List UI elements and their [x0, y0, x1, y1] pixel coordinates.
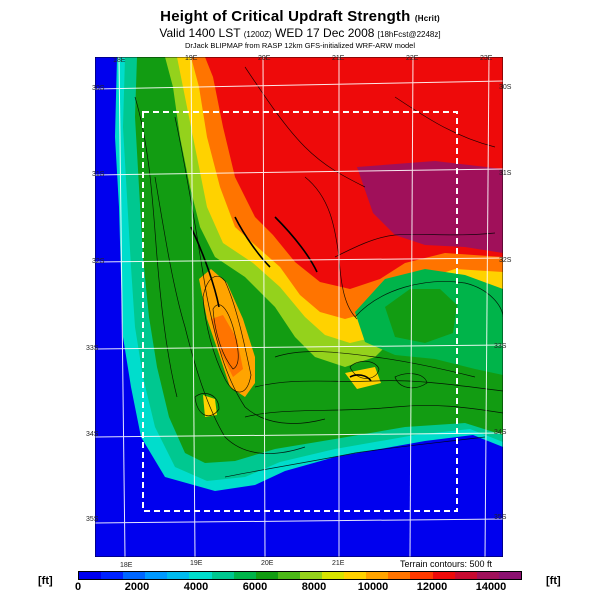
- valid-run: [18hFcst@2248z]: [377, 30, 441, 39]
- colorbar-unit-right: [ft]: [546, 575, 561, 587]
- lat-lon-grid: [95, 57, 503, 557]
- lat-label: 30S: [92, 85, 105, 92]
- valid-utc: (1200Z): [243, 30, 272, 39]
- colorbar-swatch: [299, 572, 323, 579]
- colorbar-tick: 6000: [242, 581, 268, 593]
- lon-label: 18E: [113, 57, 126, 64]
- valid-label: Valid 1400 LST: [159, 26, 241, 40]
- lon-label: 21E: [332, 560, 345, 567]
- colorbar-swatch: [123, 572, 146, 579]
- colorbar-swatch: [388, 572, 411, 579]
- lon-label: 19E: [190, 560, 203, 567]
- colorbar-swatch: [101, 572, 124, 579]
- colorbar-tick: 0: [74, 581, 82, 593]
- colorbar-unit-left: [ft]: [38, 575, 53, 587]
- lat-label: 32S: [92, 258, 105, 265]
- colorbar-tick: 12000: [416, 581, 448, 593]
- map-subtitle: DrJack BLIPMAP from RASP 12km GFS-initia…: [184, 41, 416, 50]
- colorbar-swatch: [189, 572, 212, 579]
- lon-label: 21E: [332, 55, 345, 62]
- lat-label: 32S: [499, 257, 512, 264]
- colorbar-tick: 2000: [124, 581, 150, 593]
- contour-note: Terrain contours: 500 ft: [400, 559, 493, 569]
- lon-label: 23E: [480, 55, 493, 62]
- lon-label: 20E: [261, 560, 274, 567]
- forecast-map: [95, 57, 503, 557]
- colorbar-swatch: [410, 572, 433, 579]
- colorbar-swatch: [167, 572, 190, 579]
- colorbar: [78, 571, 522, 580]
- lat-label: 34S: [86, 431, 99, 438]
- lat-label: 33S: [494, 343, 507, 350]
- lat-label: 31S: [92, 171, 105, 178]
- terrain-contours: [134, 66, 503, 478]
- lon-label: 19E: [185, 55, 198, 62]
- valid-date: WED 17 Dec 2008: [275, 26, 375, 40]
- title-text: Height of Critical Updraft Strength: [160, 8, 411, 25]
- colorbar-swatch: [233, 572, 256, 579]
- lon-label: 22E: [406, 55, 419, 62]
- colorbar-swatch: [454, 572, 477, 579]
- lat-label: 30S: [499, 84, 512, 91]
- colorbar-swatch: [211, 572, 234, 579]
- colorbar-swatch: [277, 572, 300, 579]
- lon-label: 18E: [120, 562, 133, 569]
- title-unit: (Hcrit): [414, 14, 440, 23]
- lat-label: 35S: [494, 514, 507, 521]
- colorbar-swatch: [432, 572, 455, 579]
- terrain-contours-bold: [190, 216, 372, 382]
- lat-label: 31S: [499, 170, 512, 177]
- colorbar-tick: 8000: [301, 581, 327, 593]
- colorbar-swatch: [498, 572, 521, 579]
- lon-label: 20E: [258, 55, 271, 62]
- colorbar-tick: 10000: [357, 581, 389, 593]
- colorbar-swatch: [255, 572, 278, 579]
- lat-label: 35S: [86, 516, 99, 523]
- forecast-window-boundary: [142, 111, 458, 512]
- colorbar-swatch: [344, 572, 367, 579]
- colorbar-swatch: [79, 572, 102, 579]
- colorbar-swatch: [145, 572, 168, 579]
- valid-time: Valid 1400 LST (1200Z) WED 17 Dec 2008 […: [0, 26, 600, 40]
- colorbar-swatch: [322, 572, 345, 579]
- colorbar-swatch: [476, 572, 499, 579]
- lat-label: 33S: [86, 345, 99, 352]
- colorbar-tick: 14000: [475, 581, 507, 593]
- colorbar-tick: 4000: [183, 581, 209, 593]
- colorbar-swatch: [366, 572, 389, 579]
- land-color-field: [115, 57, 503, 491]
- lat-label: 34S: [494, 429, 507, 436]
- map-title: Height of Critical Updraft Strength (Hcr…: [0, 8, 600, 25]
